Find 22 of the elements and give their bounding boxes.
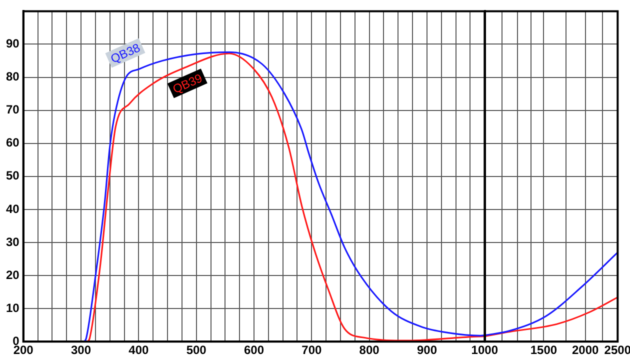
x-tick-label: 2000 (572, 343, 599, 358)
x-tick-label: 1000 (471, 343, 498, 358)
y-tick-label: 50 (6, 168, 20, 183)
x-tick-label: 500 (186, 343, 207, 358)
y-tick-label: 80 (6, 70, 20, 84)
x-tick-label: 600 (244, 343, 264, 358)
y-tick-label: 70 (6, 102, 20, 117)
y-tick-label: 90 (6, 36, 20, 51)
y-tick-label: 20 (6, 268, 20, 282)
y-tick-label: 60 (6, 136, 20, 150)
x-tick-label: 2500 (604, 343, 630, 358)
x-tick-label: 400 (128, 343, 150, 358)
x-tick-label: 300 (70, 343, 92, 358)
y-tick-label: 40 (6, 202, 20, 216)
x-tick-label: 900 (416, 343, 438, 358)
text: QB39 (170, 70, 205, 96)
text: QB38 (108, 40, 143, 66)
x-tick-label: 700 (302, 343, 322, 358)
y-tick-label: 30 (6, 234, 20, 249)
x-tick-label: 1500 (530, 343, 558, 358)
x-tick-label: 800 (359, 343, 380, 358)
y-tick-label: 10 (6, 300, 20, 315)
